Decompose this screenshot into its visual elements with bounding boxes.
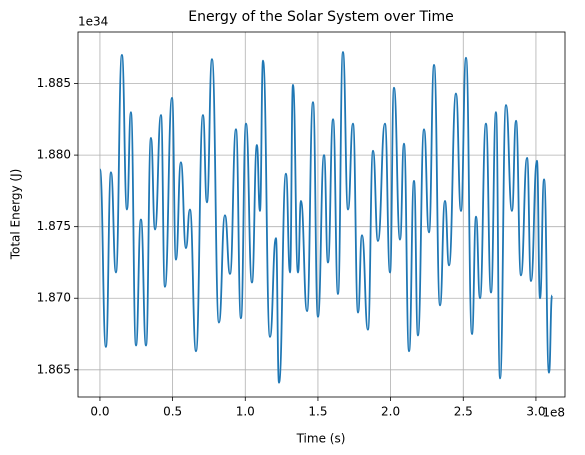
x-tick-label: 3.0 bbox=[526, 405, 545, 419]
line-series bbox=[99, 51, 553, 384]
y-tick-label: 1.865 bbox=[37, 362, 71, 376]
x-offset-label: 1e8 bbox=[542, 406, 565, 420]
y-tick-label: 1.880 bbox=[37, 148, 71, 162]
x-tick-label: 0.0 bbox=[90, 405, 109, 419]
y-offset-label: 1e34 bbox=[78, 15, 108, 29]
y-tick-label: 1.875 bbox=[37, 219, 71, 233]
x-tick-label: 2.5 bbox=[454, 405, 473, 419]
x-tick-label: 1.0 bbox=[236, 405, 255, 419]
x-axis-label: Time (s) bbox=[296, 432, 346, 446]
x-tick-label: 2.0 bbox=[381, 405, 400, 419]
x-tick-label: 1.5 bbox=[308, 405, 327, 419]
plot-frame bbox=[77, 31, 566, 398]
x-tick-label: 0.5 bbox=[163, 405, 182, 419]
chart-title: Energy of the Solar System over Time bbox=[188, 9, 454, 25]
y-tick-label: 1.885 bbox=[37, 76, 71, 90]
y-axis-label: Total Energy (J) bbox=[9, 169, 23, 261]
y-tick-label: 1.870 bbox=[37, 291, 71, 305]
